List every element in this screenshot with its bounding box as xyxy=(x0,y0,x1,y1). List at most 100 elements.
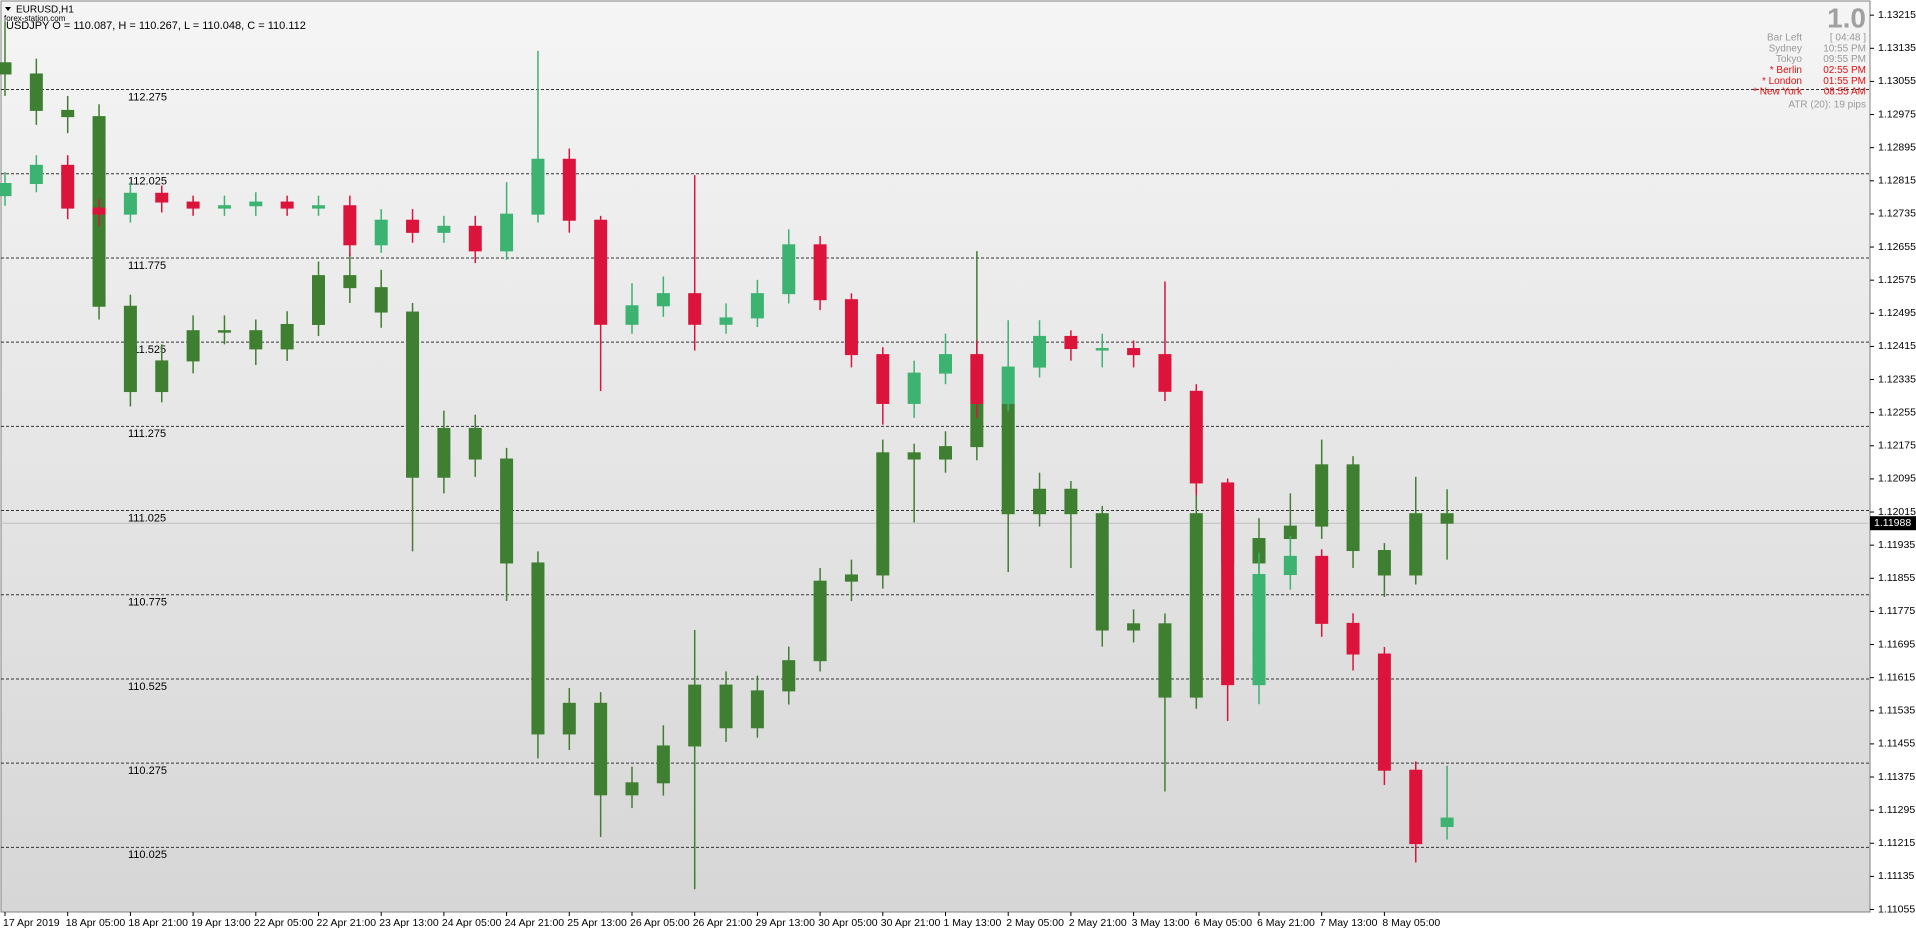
x-tick-label: 2 May 21:00 xyxy=(1069,917,1127,929)
x-tick-label: 19 Apr 13:00 xyxy=(191,917,251,929)
candle-body xyxy=(1127,623,1141,631)
y-tick-label: 1.11375 xyxy=(1878,771,1915,783)
candle-body xyxy=(155,360,169,393)
candle-body xyxy=(907,452,921,460)
y-tick-label: 1.12575 xyxy=(1878,274,1916,286)
candle-body xyxy=(1409,513,1423,576)
plot-area xyxy=(0,0,1871,913)
candle-body xyxy=(1440,817,1454,827)
y-tick-label: 1.12015 xyxy=(1878,506,1916,518)
y-tick-label: 1.11295 xyxy=(1878,804,1915,816)
candle-body xyxy=(688,684,702,747)
y-tick-label: 1.11695 xyxy=(1878,638,1915,650)
candle-body xyxy=(1189,390,1203,484)
candle-body xyxy=(186,201,200,209)
candle-body xyxy=(813,580,827,662)
candles xyxy=(0,21,1454,890)
candle-body xyxy=(1346,622,1360,655)
candle-body xyxy=(688,293,702,325)
candle-body xyxy=(1001,403,1015,515)
candle-body xyxy=(750,293,764,319)
candle-body xyxy=(1033,335,1047,368)
candle-body xyxy=(1346,464,1360,552)
y-tick-label: 1.13135 xyxy=(1878,42,1916,54)
candle-body xyxy=(1064,488,1078,515)
candle-body xyxy=(1189,513,1203,698)
x-tick-label: 6 May 05:00 xyxy=(1194,917,1252,929)
candle-body xyxy=(1033,488,1047,515)
y-tick-label: 1.12655 xyxy=(1878,241,1916,253)
panel-label: Bar Left xyxy=(1767,33,1802,44)
level-label: 110.525 xyxy=(128,681,167,693)
candle-body xyxy=(719,317,733,325)
overlay-header: USDJPY O = 110.087, H = 110.267, L = 110… xyxy=(6,20,306,32)
candle-body xyxy=(939,354,952,374)
panel-label: Sydney xyxy=(1769,43,1802,54)
candle-body xyxy=(625,782,639,796)
panel-value: 02:55 PM xyxy=(1823,65,1866,76)
candle-body xyxy=(155,192,169,203)
candle-body xyxy=(1158,623,1172,698)
candle-body xyxy=(249,201,263,207)
y-tick-label: 1.12255 xyxy=(1878,406,1916,418)
x-tick-label: 23 Apr 13:00 xyxy=(379,917,439,929)
candle-body xyxy=(1252,574,1266,686)
panel-value: 01:55 PM xyxy=(1823,76,1866,87)
y-tick-label: 1.12735 xyxy=(1878,208,1916,220)
y-tick-label: 1.13215 xyxy=(1878,9,1916,21)
panel-value: 10:55 PM xyxy=(1823,43,1866,54)
menu-arrow[interactable] xyxy=(5,7,11,11)
candle-body xyxy=(844,299,858,356)
candle-body xyxy=(280,201,294,209)
candle-body xyxy=(343,205,357,246)
candle-body xyxy=(61,164,75,209)
x-tick-label: 22 Apr 21:00 xyxy=(317,917,377,929)
x-tick-label: 6 May 21:00 xyxy=(1257,917,1315,929)
panel-value: [ 04:48 ] xyxy=(1830,33,1866,44)
level-label: 111.025 xyxy=(128,512,166,524)
x-tick-label: 17 Apr 2019 xyxy=(3,917,60,929)
y-tick-label: 1.12175 xyxy=(1878,440,1916,452)
y-tick-label: 1.12335 xyxy=(1878,373,1916,385)
candle-body xyxy=(186,330,200,362)
y-tick-label: 1.12495 xyxy=(1878,307,1916,319)
candle-body xyxy=(92,207,106,215)
candle-body xyxy=(29,164,43,185)
panel-label: * Berlin xyxy=(1770,65,1802,76)
chart-title: EURUSD,H1 xyxy=(16,5,74,16)
candle-body xyxy=(656,293,670,307)
candle-body xyxy=(1095,348,1109,351)
candle-body xyxy=(594,702,608,796)
candle-body xyxy=(531,562,545,735)
candle-body xyxy=(280,323,294,350)
x-tick-label: 30 Apr 21:00 xyxy=(881,917,941,929)
candle-body xyxy=(939,446,952,460)
candle-body xyxy=(876,452,890,576)
levels: 112.275 112.025 111.775 111.525 111.275 111.0… xyxy=(1,89,1870,861)
candle-body xyxy=(468,225,482,252)
candle-body xyxy=(1440,513,1454,524)
candle-body xyxy=(249,330,263,350)
candle-body xyxy=(531,158,545,215)
x-tick-label: 8 May 05:00 xyxy=(1382,917,1440,929)
candle-body xyxy=(1001,366,1015,404)
bid-label: 1.11988 xyxy=(1874,517,1911,529)
candle-body xyxy=(406,219,420,233)
x-tick-label: 2 May 05:00 xyxy=(1006,917,1064,929)
candle-body xyxy=(876,354,890,404)
candle-body xyxy=(656,745,670,784)
level-label: 112.275 xyxy=(128,91,167,103)
candle-body xyxy=(1127,348,1141,356)
x-tick-label: 25 Apr 13:00 xyxy=(567,917,627,929)
panel-label: Tokyo xyxy=(1776,54,1803,65)
y-tick-label: 1.12095 xyxy=(1878,473,1916,485)
level-label: 111.275 xyxy=(128,428,166,440)
candle-body xyxy=(1377,653,1391,771)
candle-body xyxy=(437,225,451,233)
atr: ATR (20): 19 pips xyxy=(1788,100,1866,111)
y-tick-label: 1.11855 xyxy=(1878,572,1915,584)
candle-body xyxy=(500,213,514,252)
candle-body xyxy=(61,109,75,118)
candle-body xyxy=(500,458,514,564)
